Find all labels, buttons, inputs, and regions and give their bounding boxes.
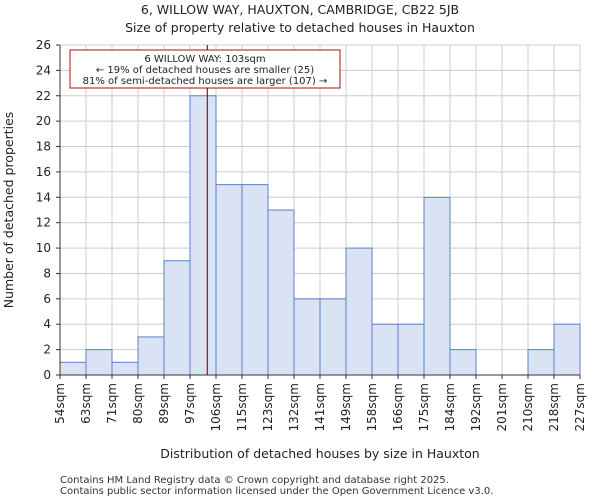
y-tick-label: 8 [43,266,51,280]
bar [527,349,555,376]
x-tick-label: 184sqm [443,383,457,431]
bar [553,323,581,376]
bar [111,361,139,376]
annotation-line3: 81% of semi-detached houses are larger (… [83,76,328,87]
bar [293,298,321,376]
x-tick-label: 210sqm [521,383,535,431]
x-tick-label: 80sqm [131,383,145,424]
bar [163,260,191,376]
x-tick-label: 63sqm [79,383,93,424]
x-tick-labels: 54sqm 63sqm 71sqm 80sqm 89sqm 97sqm 106sqm 115s… [53,383,587,431]
y-tick-label: 6 [43,292,51,306]
footer-line2: Contains public sector information licen… [60,486,493,497]
y-tick-label: 18 [36,140,51,154]
x-tick-label: 201sqm [495,383,509,431]
bar [423,196,451,376]
y-tick-label: 24 [36,63,51,77]
annotation-box: 6 WILLOW WAY: 103sqm ← 19% of detached h… [69,49,341,89]
y-tick-label: 16 [36,165,51,179]
x-tick-label: 192sqm [469,383,483,431]
bar [371,323,399,376]
x-tick-label: 218sqm [547,383,561,431]
x-tick-label: 123sqm [261,383,275,431]
x-tick-label: 158sqm [365,383,379,431]
bar [345,247,373,376]
x-tick-label: 115sqm [235,383,249,431]
axes [56,44,581,379]
annotation-line1: 6 WILLOW WAY: 103sqm [144,54,265,65]
chart-title-line1: 6, WILLOW WAY, HAUXTON, CAMBRIDGE, CB22 … [141,2,459,17]
bar [85,349,113,376]
y-tick-label: 10 [36,241,51,255]
bar [449,349,477,376]
bar [397,323,425,376]
x-tick-label: 175sqm [417,383,431,431]
x-tick-label: 149sqm [339,383,353,431]
x-tick-label: 71sqm [105,383,119,424]
footer-line1: Contains HM Land Registry data © Crown c… [60,475,449,486]
y-axis-label: Number of detached properties [1,112,16,309]
bar [59,361,87,376]
y-tick-label: 26 [36,38,51,52]
y-tick-label: 4 [43,317,51,331]
bar [241,184,269,376]
y-tick-label: 12 [36,216,51,230]
y-tick-label: 0 [43,368,51,382]
x-tick-label: 141sqm [313,383,327,431]
x-tick-label: 166sqm [391,383,405,431]
x-tick-label: 97sqm [183,383,197,424]
y-tick-label: 20 [36,114,51,128]
y-tick-label: 22 [36,89,51,103]
annotation-line2: ← 19% of detached houses are smaller (25… [96,65,314,76]
bar [189,95,217,376]
x-axis-label: Distribution of detached houses by size … [160,446,479,461]
chart-title-line2: Size of property relative to detached ho… [125,20,475,35]
bar [267,209,295,376]
bars [59,95,581,376]
bar [215,184,243,376]
x-tick-label: 227sqm [573,383,587,431]
bar [319,298,347,376]
x-tick-label: 132sqm [287,383,301,431]
x-tick-label: 54sqm [53,383,67,424]
x-tick-label: 106sqm [209,383,223,431]
bar [137,336,165,376]
y-tick-label: 14 [36,190,51,204]
y-tick-label: 2 [43,343,51,357]
x-tick-label: 89sqm [157,383,171,424]
